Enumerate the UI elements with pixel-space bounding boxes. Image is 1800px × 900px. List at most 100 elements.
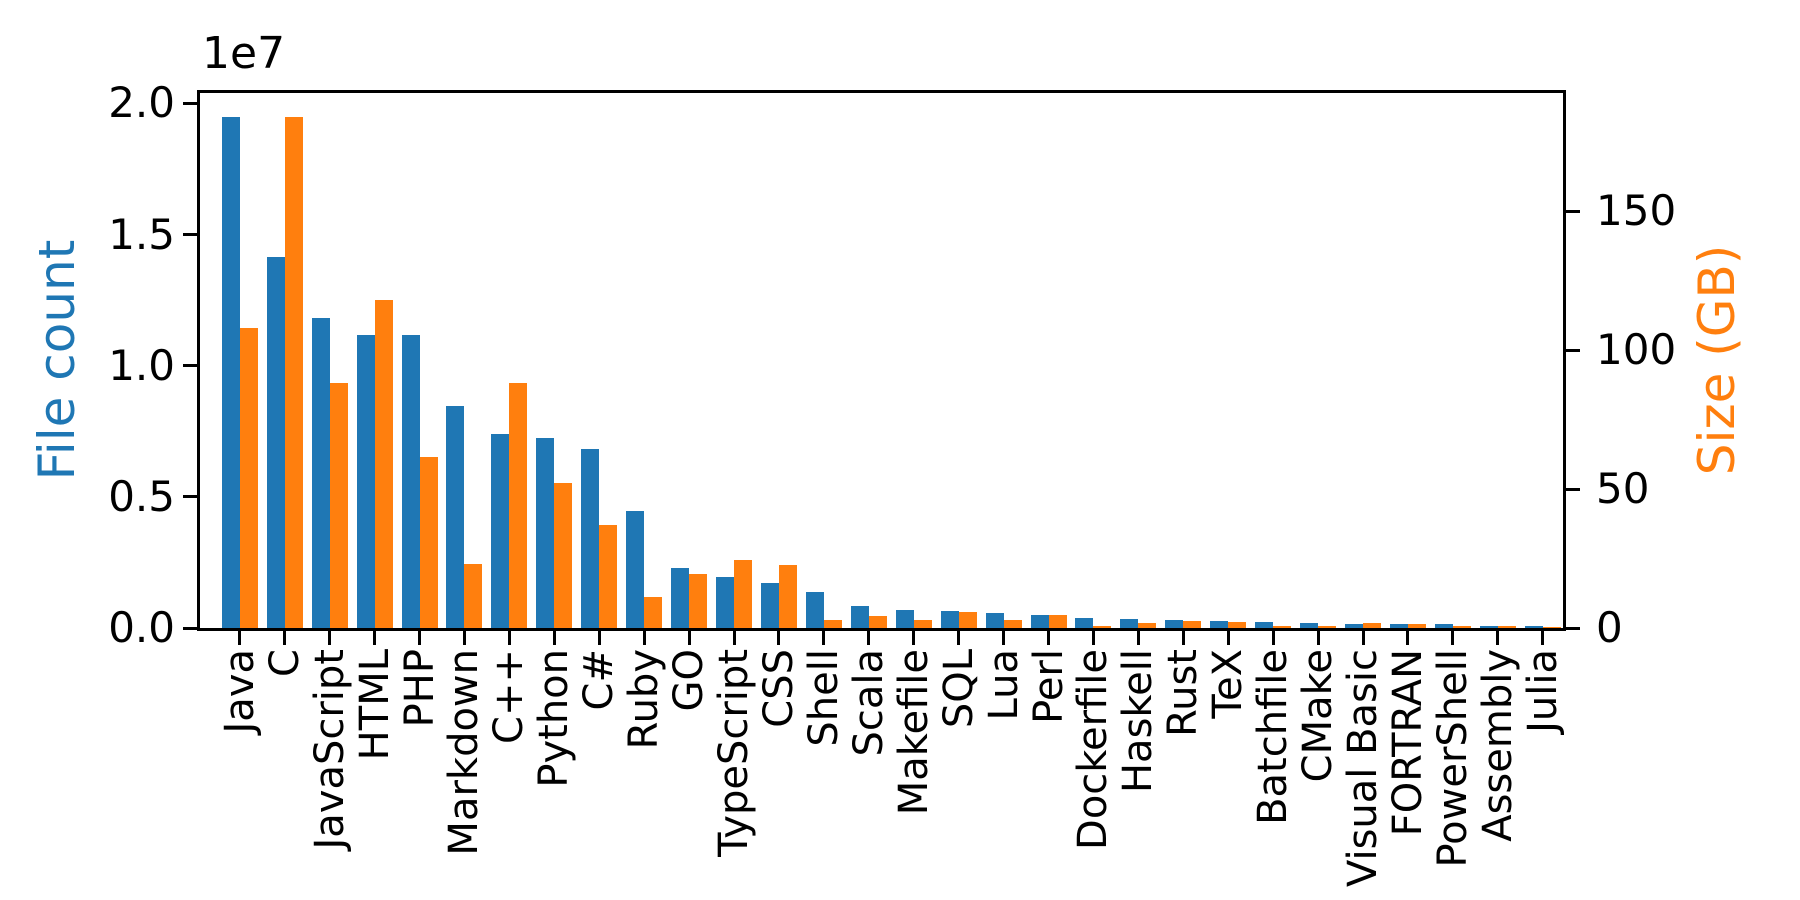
y-tick-mark-left bbox=[183, 101, 197, 105]
x-tick-mark bbox=[1226, 631, 1230, 645]
bar-size bbox=[1228, 622, 1247, 628]
y-tick-label-right: 100 bbox=[1596, 325, 1677, 375]
x-tick-label: Dockerfile bbox=[1070, 649, 1117, 850]
x-tick-label: Python bbox=[531, 649, 578, 788]
bar-file-count bbox=[626, 510, 645, 628]
x-tick-mark bbox=[777, 631, 781, 645]
bar-file-count bbox=[581, 449, 600, 628]
y-tick-label-right: 150 bbox=[1596, 186, 1677, 236]
bar-file-count bbox=[1075, 618, 1094, 628]
bar-size bbox=[778, 564, 797, 628]
x-tick-mark bbox=[957, 631, 961, 645]
bar-file-count bbox=[716, 577, 735, 628]
bar-size bbox=[509, 383, 528, 628]
bar-file-count bbox=[491, 434, 510, 628]
x-tick-label: C++ bbox=[486, 649, 533, 744]
x-tick-label: PHP bbox=[396, 649, 443, 728]
y-tick-label-left: 1.0 bbox=[108, 340, 175, 390]
x-tick-mark bbox=[507, 631, 511, 645]
x-tick-mark bbox=[373, 631, 377, 645]
x-tick-label: Scala bbox=[845, 649, 892, 757]
x-tick-label: Lua bbox=[980, 649, 1027, 721]
x-tick-mark bbox=[1181, 631, 1185, 645]
x-tick-label: Rust bbox=[1160, 649, 1207, 737]
bar-size bbox=[823, 619, 842, 628]
bar-file-count bbox=[356, 334, 375, 628]
x-tick-mark bbox=[732, 631, 736, 645]
bar-file-count bbox=[940, 610, 959, 628]
bar-size bbox=[1452, 626, 1471, 628]
x-tick-label: Visual Basic bbox=[1340, 649, 1387, 888]
bar-size bbox=[1273, 626, 1292, 628]
x-tick-label: PowerShell bbox=[1429, 649, 1476, 868]
x-tick-label: FORTRAN bbox=[1384, 649, 1431, 837]
bar-file-count bbox=[1345, 623, 1364, 628]
y-tick-mark-right bbox=[1566, 626, 1580, 630]
x-tick-mark bbox=[822, 631, 826, 645]
bar-size bbox=[913, 619, 932, 628]
bar-size bbox=[419, 457, 438, 628]
x-tick-label: SQL bbox=[935, 649, 982, 729]
y-tick-label-left: 1.5 bbox=[108, 209, 175, 259]
x-tick-mark bbox=[1541, 631, 1545, 645]
bar-file-count bbox=[1479, 625, 1498, 628]
x-tick-label: Ruby bbox=[621, 649, 668, 750]
x-tick-label: CMake bbox=[1295, 649, 1342, 783]
x-tick-mark bbox=[552, 631, 556, 645]
bar-file-count bbox=[1389, 624, 1408, 628]
y-tick-mark-left bbox=[183, 626, 197, 630]
y-tick-label-right: 0 bbox=[1596, 603, 1623, 652]
x-tick-label: TypeScript bbox=[711, 649, 758, 857]
bar-size bbox=[689, 574, 708, 628]
bar-file-count bbox=[805, 591, 824, 628]
bar-file-count bbox=[895, 610, 914, 628]
x-tick-label: Assembly bbox=[1474, 649, 1521, 842]
y-tick-label-right: 50 bbox=[1596, 464, 1650, 514]
y-tick-mark-left bbox=[183, 364, 197, 368]
bar-size bbox=[644, 597, 663, 628]
x-tick-label: Haskell bbox=[1115, 649, 1162, 794]
bar-file-count bbox=[1120, 619, 1139, 628]
x-tick-mark bbox=[597, 631, 601, 645]
x-tick-label: Batchfile bbox=[1250, 649, 1297, 825]
bar-size bbox=[374, 300, 393, 628]
bar-file-count bbox=[1255, 621, 1274, 628]
x-tick-mark bbox=[642, 631, 646, 645]
x-tick-label: Java bbox=[216, 649, 263, 734]
bar-size bbox=[734, 559, 753, 628]
x-tick-mark bbox=[283, 631, 287, 645]
y-tick-label-left: 0.0 bbox=[108, 603, 175, 652]
bar-size bbox=[1003, 620, 1022, 628]
x-tick-mark bbox=[1316, 631, 1320, 645]
y-tick-mark-left bbox=[183, 233, 197, 237]
x-tick-mark bbox=[1091, 631, 1095, 645]
x-tick-mark bbox=[687, 631, 691, 645]
x-tick-mark bbox=[867, 631, 871, 645]
x-tick-label: CSS bbox=[755, 649, 802, 728]
bar-file-count bbox=[1210, 621, 1229, 628]
x-tick-mark bbox=[1361, 631, 1365, 645]
x-tick-label: JavaScript bbox=[306, 649, 353, 850]
axis-scale-offset-label: 1e7 bbox=[202, 28, 286, 79]
bar-file-count bbox=[266, 256, 285, 628]
x-tick-mark bbox=[238, 631, 242, 645]
x-tick-label: C# bbox=[576, 649, 623, 711]
bar-file-count bbox=[1030, 614, 1049, 628]
bar-size bbox=[1497, 625, 1516, 628]
bar-size bbox=[599, 525, 618, 628]
x-tick-label: HTML bbox=[351, 649, 398, 761]
bar-size bbox=[1048, 614, 1067, 628]
bar-size bbox=[1363, 622, 1382, 628]
bar-file-count bbox=[311, 317, 330, 628]
x-tick-label: Julia bbox=[1519, 649, 1566, 733]
bar-file-count bbox=[760, 582, 779, 628]
x-tick-label: Perl bbox=[1025, 649, 1072, 724]
bar-size bbox=[1093, 626, 1112, 628]
y-tick-mark-left bbox=[183, 495, 197, 499]
x-tick-mark bbox=[1406, 631, 1410, 645]
x-tick-label: Shell bbox=[800, 649, 847, 747]
bar-file-count bbox=[985, 612, 1004, 628]
x-tick-mark bbox=[912, 631, 916, 645]
bar-file-count bbox=[850, 605, 869, 628]
x-tick-mark bbox=[418, 631, 422, 645]
